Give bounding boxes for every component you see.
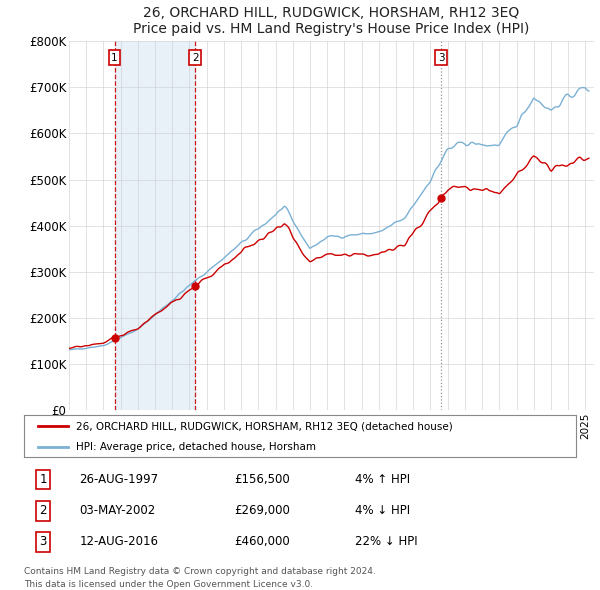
Title: 26, ORCHARD HILL, RUDGWICK, HORSHAM, RH12 3EQ
Price paid vs. HM Land Registry's : 26, ORCHARD HILL, RUDGWICK, HORSHAM, RH1… [133, 6, 530, 36]
Text: £156,500: £156,500 [234, 473, 290, 486]
Text: 2: 2 [40, 504, 47, 517]
Text: 4% ↑ HPI: 4% ↑ HPI [355, 473, 410, 486]
Text: 26, ORCHARD HILL, RUDGWICK, HORSHAM, RH12 3EQ (detached house): 26, ORCHARD HILL, RUDGWICK, HORSHAM, RH1… [76, 421, 453, 431]
Text: 1: 1 [111, 53, 118, 63]
Text: 22% ↓ HPI: 22% ↓ HPI [355, 536, 418, 549]
Text: 12-AUG-2016: 12-AUG-2016 [79, 536, 158, 549]
Text: HPI: Average price, detached house, Horsham: HPI: Average price, detached house, Hors… [76, 442, 316, 451]
Text: 1: 1 [40, 473, 47, 486]
Text: 03-MAY-2002: 03-MAY-2002 [79, 504, 155, 517]
Text: 3: 3 [40, 536, 47, 549]
Text: 26-AUG-1997: 26-AUG-1997 [79, 473, 158, 486]
Text: £269,000: £269,000 [234, 504, 290, 517]
Text: 4% ↓ HPI: 4% ↓ HPI [355, 504, 410, 517]
Text: 3: 3 [438, 53, 445, 63]
Bar [115, 41, 195, 410]
Text: 2: 2 [192, 53, 199, 63]
Text: This data is licensed under the Open Government Licence v3.0.: This data is licensed under the Open Gov… [24, 579, 313, 589]
Text: £460,000: £460,000 [234, 536, 290, 549]
Text: Contains HM Land Registry data © Crown copyright and database right 2024.: Contains HM Land Registry data © Crown c… [24, 566, 376, 576]
